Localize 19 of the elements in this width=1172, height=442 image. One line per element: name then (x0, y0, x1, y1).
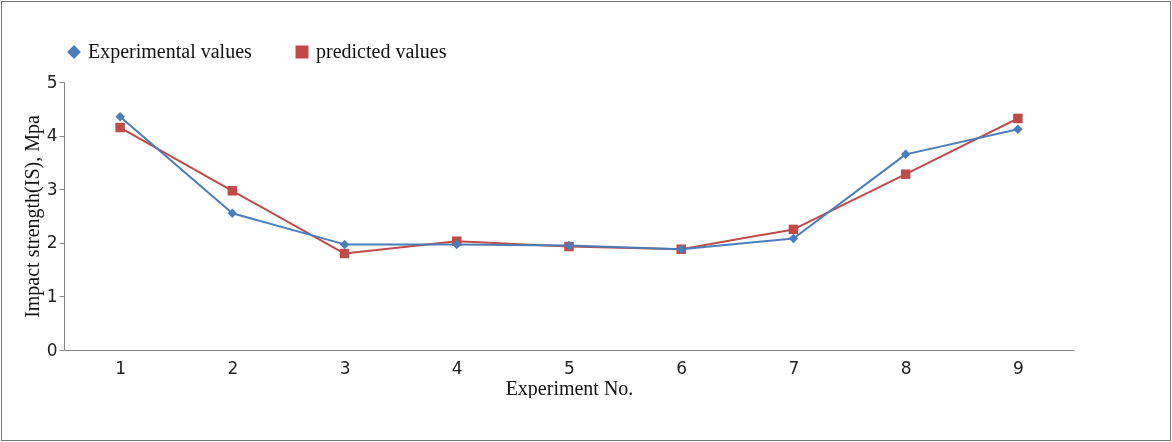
x-axis-title: Experiment No. (505, 376, 634, 400)
x-tick-label: 5 (564, 357, 575, 378)
x-tick-label: 4 (451, 357, 463, 378)
y-tick-label: 2 (46, 232, 58, 253)
legend-label: Experimental values (88, 40, 253, 63)
x-tick-label: 7 (788, 357, 800, 378)
y-tick-label: 5 (46, 71, 58, 92)
x-tick-label: 9 (1012, 357, 1024, 378)
y-tick-label: 4 (46, 125, 58, 146)
y-axis-title: Impact strength(IS), Mpa (20, 115, 44, 318)
x-tick-label: 3 (339, 357, 351, 378)
x-tick-label: 6 (676, 357, 688, 378)
x-tick-label: 8 (900, 357, 912, 378)
x-tick-label: 1 (115, 357, 127, 378)
y-tick-label: 3 (46, 178, 58, 199)
y-tick-label: 1 (46, 285, 58, 306)
legend-label: predicted values (316, 40, 447, 63)
x-tick-label: 2 (227, 357, 239, 378)
y-tick-label: 0 (46, 339, 58, 360)
